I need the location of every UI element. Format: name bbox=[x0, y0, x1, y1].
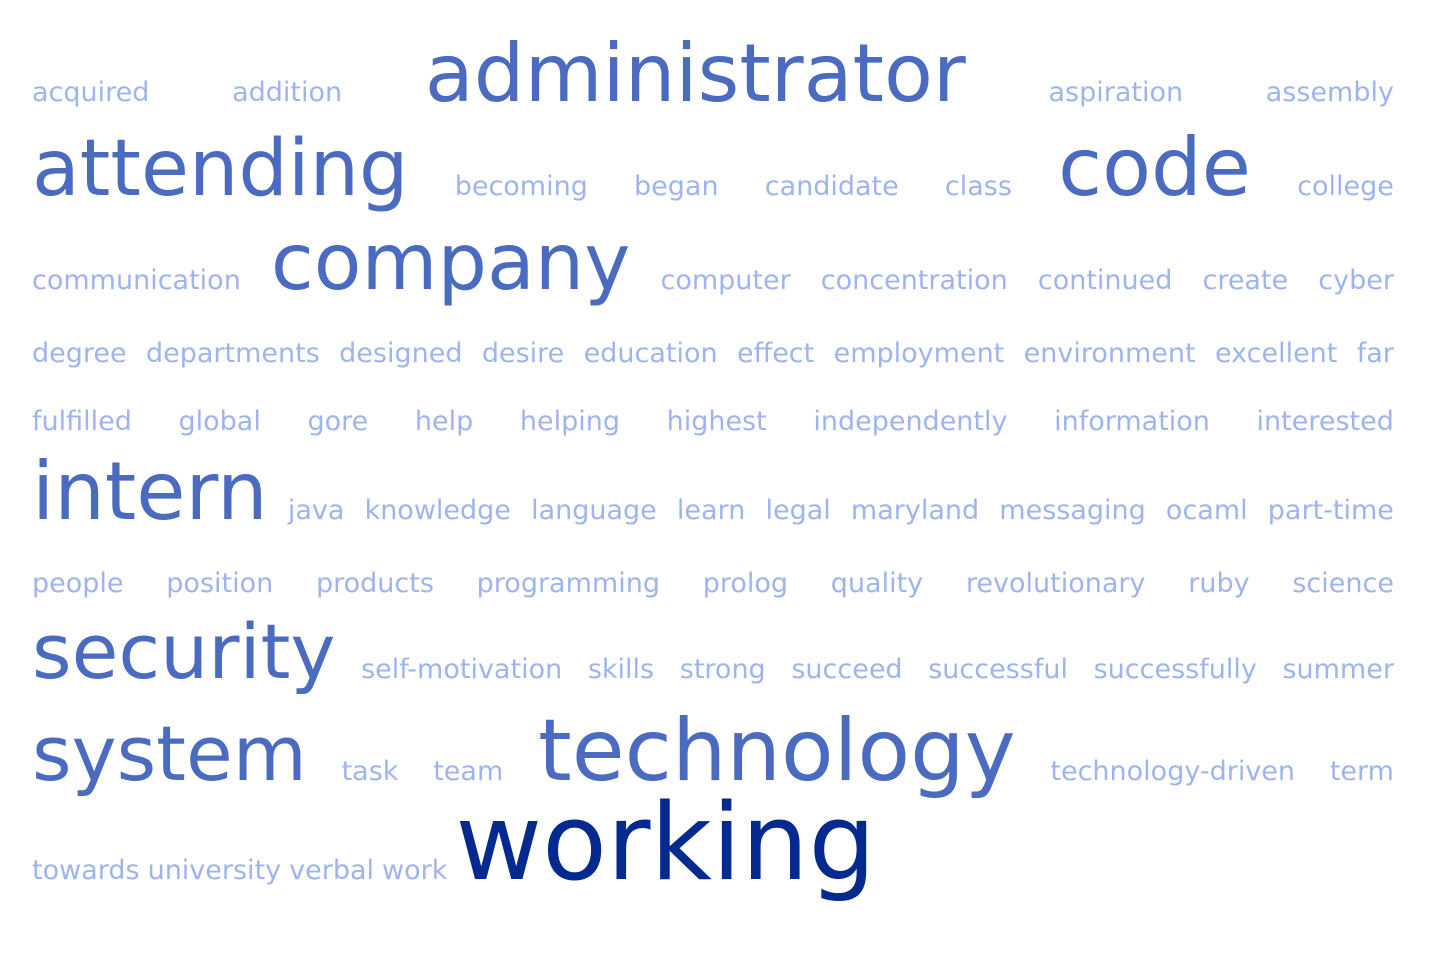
word: work bbox=[382, 855, 448, 886]
word: began bbox=[634, 171, 719, 202]
word: excellent bbox=[1214, 338, 1338, 369]
word: maryland bbox=[850, 495, 980, 526]
word-row: fulfilled global gore help helping highe… bbox=[32, 408, 1394, 435]
word: create bbox=[1202, 265, 1289, 296]
word: revolutionary bbox=[965, 568, 1146, 599]
word: position bbox=[166, 568, 274, 599]
word-row: degree departments designed desire educa… bbox=[32, 340, 1394, 367]
word: education bbox=[583, 338, 718, 369]
word: task bbox=[341, 756, 399, 787]
word: messaging bbox=[999, 495, 1146, 526]
word-row: towards university verbal work working bbox=[32, 790, 1394, 896]
word: departments bbox=[145, 338, 320, 369]
word: technology bbox=[538, 701, 1016, 801]
word: prolog bbox=[702, 568, 789, 599]
word: code bbox=[1058, 121, 1252, 214]
word: designed bbox=[339, 338, 463, 369]
word: people bbox=[32, 568, 124, 599]
word: effect bbox=[736, 338, 815, 369]
word-row: attending becoming began candidate class… bbox=[32, 121, 1394, 214]
word: java bbox=[287, 495, 345, 526]
word: candidate bbox=[764, 171, 899, 202]
word: legal bbox=[765, 495, 831, 526]
word: administrator bbox=[424, 27, 966, 120]
word: verbal bbox=[289, 855, 375, 886]
word: computer bbox=[660, 265, 791, 296]
word: science bbox=[1292, 568, 1394, 599]
word: language bbox=[531, 495, 657, 526]
word: information bbox=[1054, 406, 1210, 437]
word: independently bbox=[813, 406, 1008, 437]
word: technology-driven bbox=[1050, 756, 1296, 787]
word: continued bbox=[1037, 265, 1173, 296]
word: working bbox=[455, 781, 876, 904]
word: becoming bbox=[454, 171, 588, 202]
word: class bbox=[944, 171, 1012, 202]
word: ruby bbox=[1188, 568, 1250, 599]
word-row: communication company computer concentra… bbox=[32, 224, 1394, 302]
word: interested bbox=[1256, 406, 1394, 437]
word: security bbox=[32, 607, 336, 696]
word: degree bbox=[32, 338, 127, 369]
word: ocaml bbox=[1165, 495, 1248, 526]
word: environment bbox=[1023, 338, 1196, 369]
word: towards bbox=[32, 855, 140, 886]
word: assembly bbox=[1265, 77, 1394, 108]
word: intern bbox=[32, 445, 268, 538]
word-row: acquired addition administrator aspirati… bbox=[32, 34, 1394, 114]
word: helping bbox=[519, 406, 620, 437]
word: successful bbox=[928, 654, 1068, 685]
word: cyber bbox=[1318, 265, 1394, 296]
word: strong bbox=[679, 654, 766, 685]
word-row: people position products programming pro… bbox=[32, 570, 1394, 597]
word: part-time bbox=[1267, 495, 1394, 526]
word: gore bbox=[307, 406, 369, 437]
word: system bbox=[32, 709, 307, 798]
word: term bbox=[1329, 756, 1394, 787]
word: self-motivation bbox=[361, 654, 563, 685]
word: acquired bbox=[32, 77, 150, 108]
word: knowledge bbox=[364, 495, 511, 526]
word: products bbox=[315, 568, 434, 599]
word: quality bbox=[830, 568, 924, 599]
word: communication bbox=[32, 265, 241, 296]
word: desire bbox=[481, 338, 565, 369]
word: attending bbox=[32, 124, 409, 214]
word: employment bbox=[833, 338, 1005, 369]
word-row: intern java knowledge language learn leg… bbox=[32, 452, 1394, 532]
word: successfully bbox=[1093, 654, 1257, 685]
word: summer bbox=[1282, 654, 1394, 685]
word: aspiration bbox=[1048, 77, 1184, 108]
word: succeed bbox=[791, 654, 903, 685]
word: addition bbox=[232, 77, 343, 108]
word-row: system task team technology technology-d… bbox=[32, 708, 1394, 794]
word: concentration bbox=[820, 265, 1008, 296]
word: far bbox=[1356, 338, 1394, 369]
word: team bbox=[433, 756, 504, 787]
word: university bbox=[147, 855, 282, 886]
word: skills bbox=[587, 654, 655, 685]
word: help bbox=[414, 406, 474, 437]
word: programming bbox=[476, 568, 660, 599]
word: learn bbox=[676, 495, 746, 526]
word: college bbox=[1297, 171, 1394, 202]
word: company bbox=[270, 218, 631, 308]
word: global bbox=[178, 406, 261, 437]
word: fulfilled bbox=[32, 406, 132, 437]
word-row: security self-motivation skills strong s… bbox=[32, 614, 1394, 690]
word: highest bbox=[666, 406, 767, 437]
